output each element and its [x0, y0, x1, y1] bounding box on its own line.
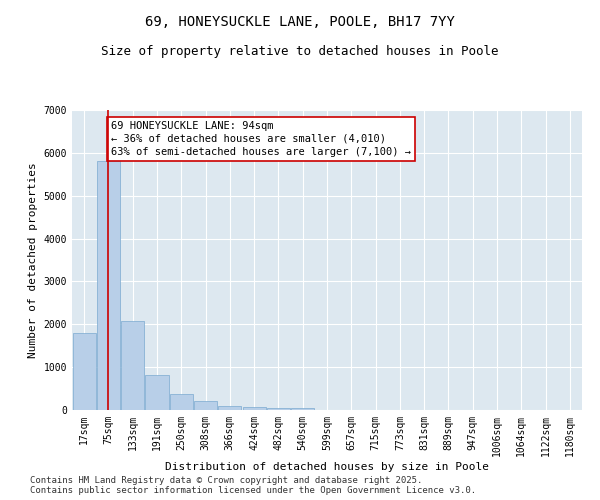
Bar [73, 333, 95, 410]
Bar [218, 406, 241, 410]
X-axis label: Distribution of detached houses by size in Poole: Distribution of detached houses by size … [165, 462, 489, 471]
Bar [97, 162, 120, 410]
Bar [170, 394, 193, 410]
Bar [242, 407, 266, 410]
Bar [121, 321, 144, 410]
Bar [291, 408, 314, 410]
Text: Size of property relative to detached houses in Poole: Size of property relative to detached ho… [101, 45, 499, 58]
Bar [145, 375, 169, 410]
Text: 69, HONEYSUCKLE LANE, POOLE, BH17 7YY: 69, HONEYSUCKLE LANE, POOLE, BH17 7YY [145, 15, 455, 29]
Text: Contains HM Land Registry data © Crown copyright and database right 2025.
Contai: Contains HM Land Registry data © Crown c… [30, 476, 476, 495]
Text: 69 HONEYSUCKLE LANE: 94sqm
← 36% of detached houses are smaller (4,010)
63% of s: 69 HONEYSUCKLE LANE: 94sqm ← 36% of deta… [111, 120, 411, 157]
Bar [267, 408, 290, 410]
Bar [194, 401, 217, 410]
Y-axis label: Number of detached properties: Number of detached properties [28, 162, 38, 358]
